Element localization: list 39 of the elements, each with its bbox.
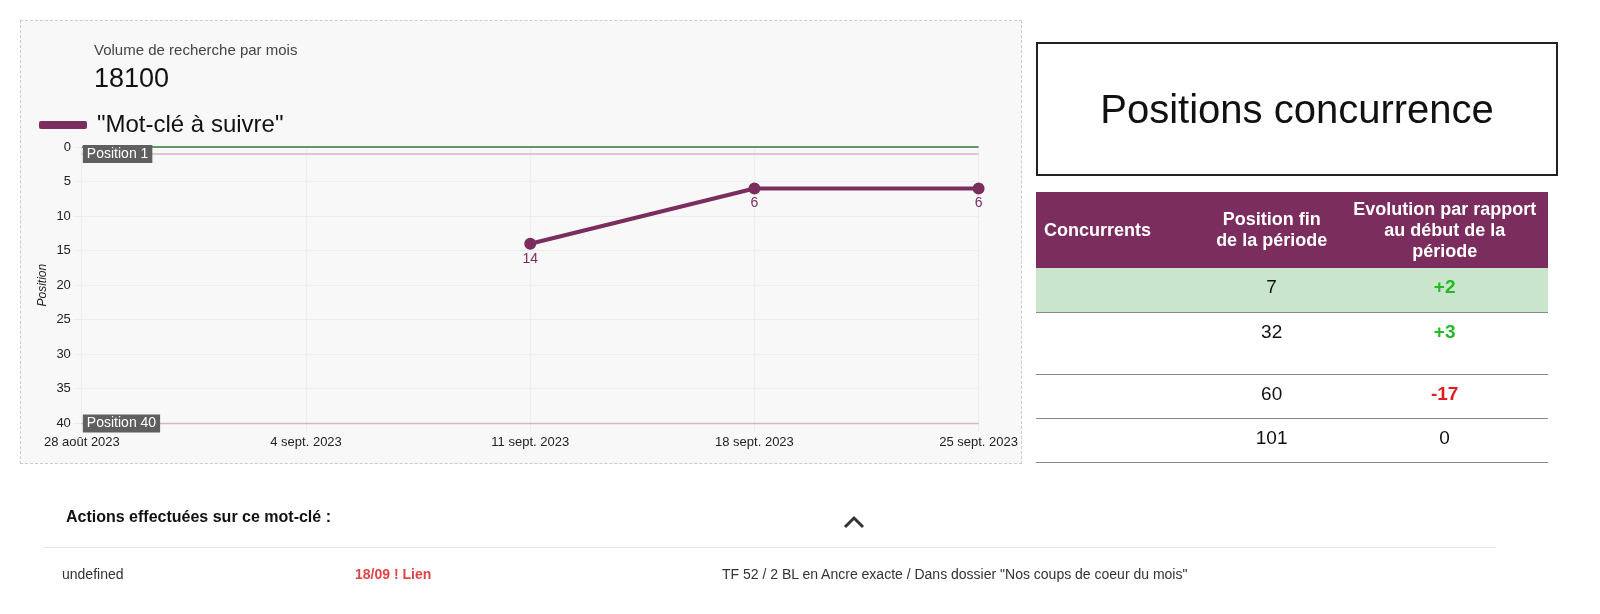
- text: -17: [1430, 382, 1459, 404]
- data-label: 6: [974, 194, 983, 211]
- legend-label: "Mot-clé à suivre": [97, 109, 284, 137]
- ref-line-label: Position 1: [86, 144, 149, 161]
- text: +3: [1433, 320, 1456, 342]
- category-label: Position fin de la période: [1215, 208, 1329, 252]
- chart-subtitle: 18100: [94, 63, 170, 94]
- text: Positions concurrence: [1036, 42, 1558, 176]
- text: 60: [1261, 382, 1283, 404]
- y-tick-label: 20: [56, 276, 71, 292]
- x-tick-label: 25 sept. 2023: [939, 433, 1018, 449]
- text: Actions effectuées sur ce mot-clé :: [66, 508, 331, 526]
- text: 32: [1261, 320, 1283, 342]
- text: 18/09 ! Lien: [355, 566, 432, 582]
- category-label: Evolution par rapport au début de la période: [1352, 197, 1538, 263]
- x-tick-label: 11 sept. 2023: [491, 433, 570, 449]
- y-tick-label: 5: [63, 173, 71, 189]
- data-label: 14: [522, 249, 539, 266]
- text: 0: [1439, 426, 1450, 448]
- chart-title: Volume de recherche par mois: [94, 41, 298, 58]
- data-label: 6: [750, 194, 759, 211]
- y-tick-label: 10: [56, 207, 71, 223]
- x-tick-label: 28 août 2023: [43, 433, 120, 449]
- text: TF 52 / 2 BL en Ancre exacte / Dans dossier "Nos coups de coeur du mois": [722, 566, 1188, 582]
- category-label: Concurrents: [1043, 218, 1152, 242]
- y-tick-label: 40: [56, 414, 71, 430]
- y-tick-label: 35: [56, 380, 71, 396]
- y-tick-label: 30: [56, 345, 71, 361]
- text: +2: [1433, 276, 1456, 297]
- y-tick-label: 25: [56, 311, 71, 327]
- ref-line-label: Position 40: [86, 414, 157, 431]
- y-axis-title: Position: [34, 263, 49, 307]
- text: 101: [1255, 426, 1288, 448]
- x-tick-label: 4 sept. 2023: [270, 433, 342, 449]
- y-tick-label: 15: [56, 242, 71, 258]
- text: undefined: [62, 566, 124, 582]
- text: 7: [1266, 276, 1277, 297]
- y-tick-label: 0: [63, 138, 71, 154]
- x-tick-label: 18 sept. 2023: [715, 433, 794, 449]
